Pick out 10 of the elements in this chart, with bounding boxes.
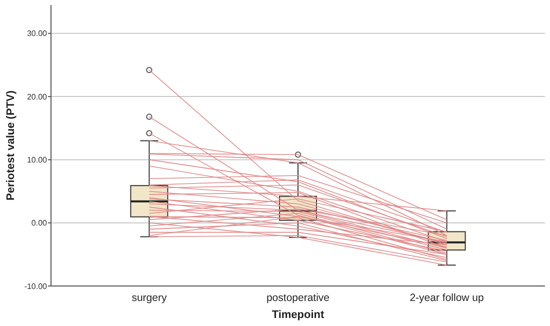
- x-tick-label: postoperative: [266, 292, 330, 304]
- y-tick-label: -10.00: [24, 282, 48, 291]
- x-tick-label: surgery: [132, 292, 168, 304]
- y-tick-label: 20.00: [26, 92, 48, 102]
- x-axis-title: Timepoint: [272, 309, 325, 321]
- y-tick-label: 10.00: [26, 156, 48, 165]
- y-tick-label: 30.00: [26, 29, 48, 38]
- y-tick-label: 0.00: [31, 218, 48, 228]
- y-axis-title: Periotest value (PTV): [4, 90, 17, 201]
- x-tick-label: 2-year follow up: [410, 292, 484, 304]
